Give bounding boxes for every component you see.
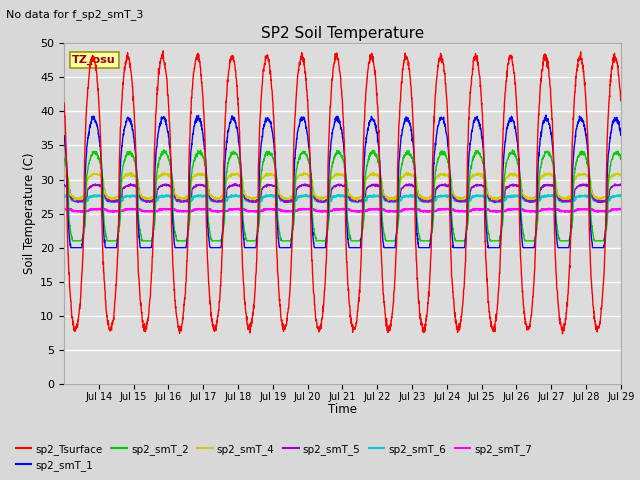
sp2_smT_1 bbox=[617, 132, 625, 138]
sp2_smT_7 bbox=[511, 206, 518, 212]
sp2_smT_1 bbox=[376, 166, 384, 172]
sp2_smT_2 bbox=[376, 168, 384, 174]
sp2_smT_5 bbox=[597, 200, 605, 205]
sp2_smT_2 bbox=[60, 156, 68, 161]
sp2_smT_2 bbox=[68, 238, 76, 244]
sp2_smT_7 bbox=[376, 206, 384, 212]
sp2_smT_7 bbox=[236, 206, 244, 212]
sp2_smT_5 bbox=[376, 183, 384, 189]
Line: sp2_smT_6: sp2_smT_6 bbox=[64, 195, 621, 202]
sp2_smT_5 bbox=[230, 181, 238, 187]
sp2_smT_7 bbox=[617, 206, 625, 212]
sp2_smT_6 bbox=[617, 192, 625, 198]
sp2_smT_6 bbox=[236, 193, 244, 199]
sp2_Tsurface bbox=[609, 58, 617, 63]
sp2_smT_4 bbox=[617, 171, 625, 177]
sp2_smT_5 bbox=[609, 183, 617, 189]
sp2_smT_4 bbox=[376, 173, 384, 179]
sp2_smT_7 bbox=[542, 206, 550, 212]
Line: sp2_smT_7: sp2_smT_7 bbox=[64, 209, 621, 212]
sp2_smT_1 bbox=[609, 118, 617, 124]
sp2_smT_2 bbox=[617, 156, 625, 161]
sp2_smT_7 bbox=[234, 206, 242, 212]
sp2_smT_1 bbox=[67, 245, 75, 251]
sp2_smT_6 bbox=[376, 193, 384, 199]
Line: sp2_smT_1: sp2_smT_1 bbox=[64, 115, 621, 248]
sp2_smT_7 bbox=[60, 207, 68, 213]
sp2_smT_5 bbox=[542, 182, 550, 188]
sp2_smT_6 bbox=[116, 199, 124, 204]
sp2_smT_1 bbox=[60, 133, 68, 139]
Line: sp2_Tsurface: sp2_Tsurface bbox=[64, 51, 621, 334]
sp2_smT_4 bbox=[609, 172, 617, 178]
sp2_smT_4 bbox=[116, 191, 124, 196]
sp2_Tsurface bbox=[510, 71, 518, 76]
sp2_Tsurface bbox=[60, 100, 68, 106]
sp2_smT_1 bbox=[236, 153, 244, 158]
Y-axis label: Soil Temperature (C): Soil Temperature (C) bbox=[23, 153, 36, 275]
sp2_smT_2 bbox=[542, 149, 550, 155]
sp2_smT_1 bbox=[542, 112, 550, 118]
sp2_Tsurface bbox=[159, 48, 167, 54]
sp2_smT_5 bbox=[510, 182, 518, 188]
X-axis label: Time: Time bbox=[328, 403, 357, 416]
sp2_smT_6 bbox=[609, 194, 617, 200]
sp2_Tsurface bbox=[542, 54, 550, 60]
sp2_smT_4 bbox=[127, 169, 134, 175]
sp2_Tsurface bbox=[236, 143, 244, 149]
sp2_smT_7 bbox=[110, 209, 118, 215]
sp2_smT_1 bbox=[510, 120, 518, 125]
sp2_smT_6 bbox=[511, 193, 518, 199]
sp2_smT_2 bbox=[511, 151, 518, 156]
sp2_smT_4 bbox=[511, 172, 518, 178]
sp2_smT_5 bbox=[617, 182, 625, 188]
Line: sp2_smT_2: sp2_smT_2 bbox=[64, 150, 621, 241]
sp2_smT_4 bbox=[542, 171, 550, 177]
sp2_smT_7 bbox=[609, 206, 617, 212]
Legend: sp2_Tsurface, sp2_smT_1, sp2_smT_2, sp2_smT_4, sp2_smT_5, sp2_smT_6, sp2_smT_7: sp2_Tsurface, sp2_smT_1, sp2_smT_2, sp2_… bbox=[12, 439, 536, 475]
sp2_smT_2 bbox=[116, 220, 124, 226]
sp2_smT_4 bbox=[60, 171, 68, 177]
sp2_Tsurface bbox=[559, 331, 566, 337]
Line: sp2_smT_5: sp2_smT_5 bbox=[64, 184, 621, 203]
sp2_Tsurface bbox=[376, 198, 384, 204]
sp2_smT_6 bbox=[60, 193, 68, 199]
sp2_smT_4 bbox=[353, 198, 361, 204]
sp2_smT_6 bbox=[228, 192, 236, 198]
sp2_smT_6 bbox=[390, 199, 397, 205]
sp2_smT_1 bbox=[116, 175, 124, 180]
Title: SP2 Soil Temperature: SP2 Soil Temperature bbox=[260, 25, 424, 41]
sp2_smT_2 bbox=[609, 153, 617, 158]
Text: No data for f_sp2_smT_3: No data for f_sp2_smT_3 bbox=[6, 9, 144, 20]
sp2_Tsurface bbox=[116, 152, 124, 157]
Line: sp2_smT_4: sp2_smT_4 bbox=[64, 172, 621, 201]
sp2_smT_7 bbox=[116, 208, 124, 214]
sp2_smT_6 bbox=[542, 193, 550, 199]
sp2_smT_5 bbox=[236, 183, 244, 189]
Text: TZ_osu: TZ_osu bbox=[72, 55, 116, 65]
sp2_smT_5 bbox=[60, 182, 68, 188]
sp2_smT_2 bbox=[160, 147, 168, 153]
sp2_smT_5 bbox=[116, 197, 124, 203]
sp2_smT_4 bbox=[236, 174, 244, 180]
sp2_Tsurface bbox=[617, 98, 625, 104]
sp2_smT_2 bbox=[236, 165, 244, 170]
sp2_smT_1 bbox=[542, 115, 550, 121]
